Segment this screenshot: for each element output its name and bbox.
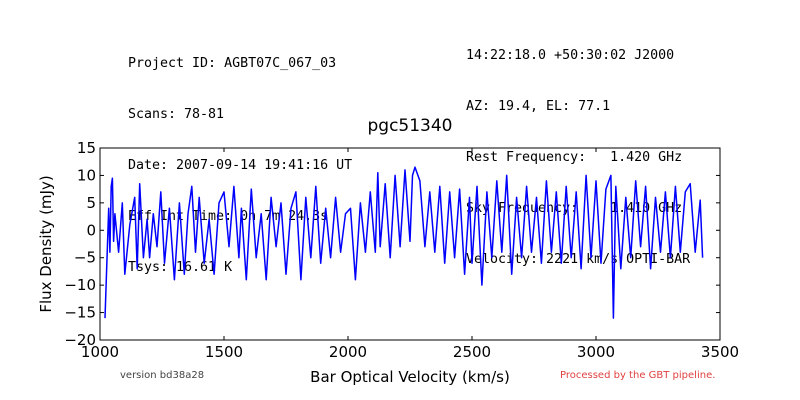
x-axis-label: Bar Optical Velocity (km/s) bbox=[310, 368, 510, 386]
y-tick-label: 10 bbox=[77, 166, 96, 184]
chart-title: pgc51340 bbox=[367, 116, 453, 136]
spectrum-line bbox=[104, 166, 704, 319]
y-axis-label: Flux Density (mJy) bbox=[37, 175, 55, 312]
y-tick-label: −5 bbox=[74, 249, 96, 267]
y-tick-label: 5 bbox=[86, 194, 96, 212]
az-el: AZ: 19.4, EL: 77.1 bbox=[466, 99, 611, 114]
sky-frequency: Sky Frequency: 1.410 GHz bbox=[466, 201, 683, 216]
x-tick-label: 2000 bbox=[329, 343, 367, 361]
plot-frame bbox=[99, 147, 721, 341]
coordinates: 14:22:18.0 +50:30:02 J2000 bbox=[466, 48, 675, 63]
y-tick-label: −10 bbox=[64, 276, 96, 294]
date: Date: 2007-09-14 19:41:16 UT bbox=[128, 158, 353, 173]
y-tick-label: 0 bbox=[86, 221, 96, 239]
rest-frequency: Rest Frequency: 1.420 GHz bbox=[466, 150, 683, 165]
scans: Scans: 78-81 bbox=[128, 107, 225, 122]
version-label: version bd38a28 bbox=[120, 370, 205, 381]
y-tick-label: −20 bbox=[64, 331, 96, 349]
x-tick-label: 2500 bbox=[453, 343, 491, 361]
x-tick-label: 1500 bbox=[205, 343, 243, 361]
pipeline-credit: Processed by the GBT pipeline. bbox=[560, 370, 716, 381]
y-tick-label: 15 bbox=[77, 139, 96, 157]
y-tick-label: −15 bbox=[64, 304, 96, 322]
observation-info-right: 14:22:18.0 +50:30:02 J2000 AZ: 19.4, EL:… bbox=[466, 13, 690, 285]
project-id: Project ID: AGBT07C_067_03 bbox=[128, 56, 337, 71]
x-tick-label: 1000 bbox=[81, 343, 119, 361]
x-tick-label: 3500 bbox=[701, 343, 739, 361]
x-tick-label: 3000 bbox=[577, 343, 615, 361]
